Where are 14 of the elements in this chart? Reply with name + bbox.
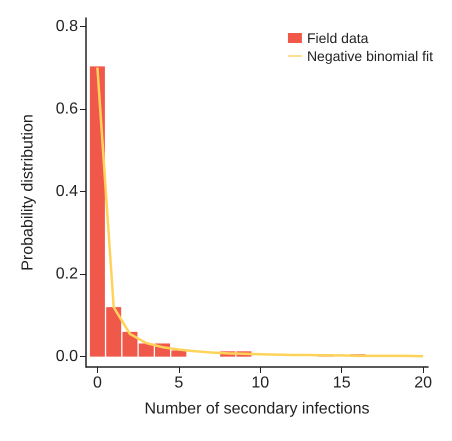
legend-label: Negative binomial fit <box>306 48 434 64</box>
y-tick-label: 0.8 <box>56 18 78 35</box>
x-axis-title: Number of secondary infections <box>144 400 370 418</box>
x-tick-label: 5 <box>174 374 184 392</box>
y-tick-label: 0.2 <box>56 266 78 283</box>
y-axis-title: Probability distribution <box>20 114 36 271</box>
x-tick-label: 20 <box>414 374 432 392</box>
x-tick-label: 15 <box>332 374 351 392</box>
legend-label: Field data <box>306 30 369 46</box>
y-tick-label: 0.6 <box>56 100 78 118</box>
y-tick-label: 0.0 <box>56 348 78 366</box>
x-tick-label: 10 <box>251 374 270 392</box>
x-tick-label: 0 <box>92 374 102 392</box>
y-tick-label: 0.4 <box>56 182 78 200</box>
